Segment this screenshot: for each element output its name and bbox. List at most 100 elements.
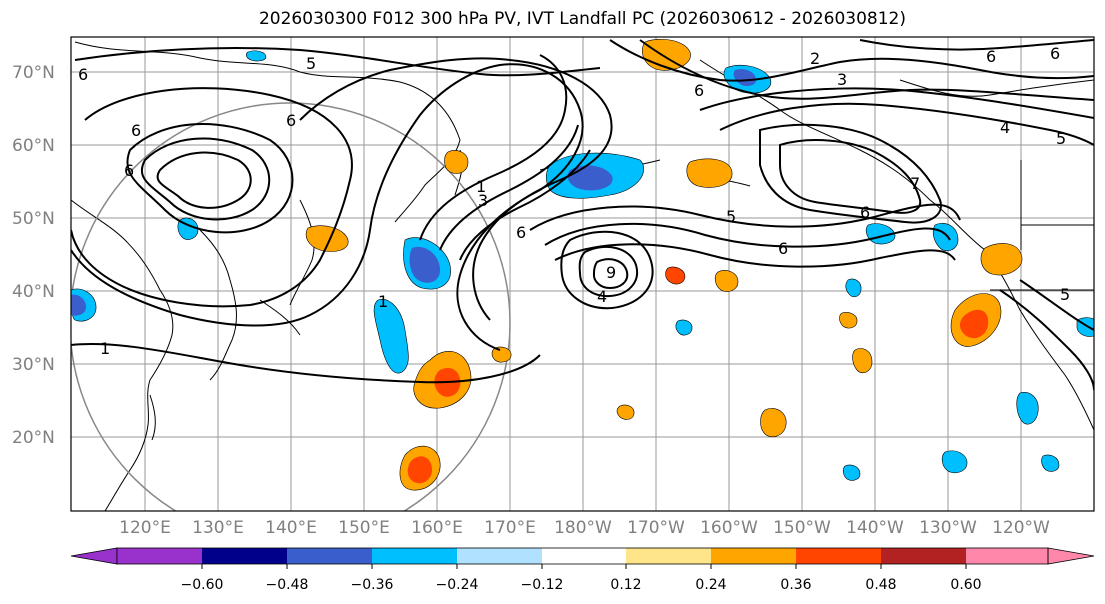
negative-anomaly-core [409,246,440,283]
lon-label: 170°E [484,518,536,538]
contour-label: 6 [1050,44,1060,63]
contour-label: 2 [810,49,820,68]
colorbar-tick-label: −0.36 [351,577,394,593]
colorbar-segment [966,548,1048,564]
positive-anomaly-patch [852,348,873,374]
pv-contours [71,39,1094,391]
lon-label: 130°W [919,518,977,538]
contour-label: 6 [286,111,296,130]
lon-label: 150°W [773,518,831,538]
contour-label: 6 [778,239,788,258]
lon-label: 120°E [119,518,171,538]
pc-shading [71,39,1094,491]
positive-anomaly-patch [839,312,858,329]
contour-label: 3 [478,191,488,210]
lon-label: 150°E [338,518,390,538]
lon-label: 160°E [411,518,463,538]
colorbar-segment [881,548,966,564]
contour-label: 3 [837,70,847,89]
negative-anomaly-patch [675,319,693,336]
lon-label: 170°W [627,518,685,538]
lat-label: 30°N [12,355,55,375]
colorbar-segment [542,548,626,564]
negative-anomaly-patch [246,50,267,62]
positive-anomaly-patch [444,150,469,174]
colorbar: −0.60 −0.48 −0.36 −0.24 −0.12 0.12 0.24 … [70,547,1095,593]
contour-label: 6 [124,161,134,180]
colorbar-tick-label: −0.24 [436,577,479,593]
colorbar-tick-label: 0.24 [695,577,726,593]
colorbar-segment [796,548,881,564]
radius-circle [71,102,511,511]
lon-label: 180°W [554,518,612,538]
positive-anomaly-patch [616,404,635,420]
positive-anomaly-core [407,456,432,484]
positive-anomaly-patch [491,346,512,363]
contour-label: 1 [100,339,110,358]
contour-label: 7 [910,174,920,193]
lon-label: 140°W [846,518,904,538]
contour-label: 6 [860,203,870,222]
contour-label: 5 [306,54,316,73]
contour-labels: 1 5 6 2 3 6 9 6 5 4 3 1 7 6 6 5 6 1 6 6 … [78,44,1070,358]
colorbar-tick-label: −0.60 [181,577,224,593]
colorbar-segment [457,548,542,564]
lat-label: 40°N [12,282,55,302]
contour-label: 6 [694,81,704,100]
negative-anomaly-patch [941,450,968,474]
colorbar-segment [626,548,711,564]
positive-anomaly-patch [686,158,733,188]
map-frame [70,36,1095,512]
colorbar-tick-label: 0.60 [950,577,981,593]
negative-anomaly-patch [842,464,861,481]
contour-label: 9 [606,263,616,282]
contour-label: 5 [1056,129,1066,148]
map-title: 2026030300 F012 300 hPa PV, IVT Landfall… [258,9,906,29]
colorbar-outline [116,547,1049,565]
positive-anomaly-core [959,309,989,339]
colorbar-tick-label: −0.12 [521,577,564,593]
positive-anomaly-patch [714,270,739,292]
colorbar-tick-label: 0.36 [780,577,811,593]
colorbar-segment [202,548,287,564]
colorbar-segment [117,548,202,564]
positive-anomaly-patch [665,266,686,285]
lon-label: 160°W [700,518,758,538]
positive-anomaly-patch [305,225,349,252]
lon-label: 140°E [265,518,317,538]
colorbar-max-extend [1047,547,1095,565]
negative-anomaly-core [71,294,86,316]
colorbar-tick-label: 0.48 [865,577,896,593]
longitude-labels: 120°E 130°E 140°E 150°E 160°E 170°E 180°… [119,518,1050,538]
colorbar-segment [711,548,796,564]
negative-anomaly-patch [373,299,409,374]
contour-label: 1 [476,177,486,196]
contour-label: 6 [986,47,996,66]
contour-label: 6 [516,223,526,242]
latitude-labels: 70°N 60°N 50°N 40°N 30°N 20°N [12,63,55,448]
colorbar-segment [372,548,457,564]
lat-label: 70°N [12,63,55,83]
negative-anomaly-patch [845,278,862,298]
lat-label: 60°N [12,136,55,156]
colorbar-min-extend [70,547,118,565]
positive-anomaly-patch [980,243,1023,276]
negative-anomaly-core [733,69,756,87]
contour-label: 4 [1000,118,1010,137]
contour-label: 4 [597,287,607,306]
negative-anomaly-patch [1016,392,1039,425]
lon-label: 130°E [192,518,244,538]
colorbar-tick-marks [201,564,967,569]
contour-label: 5 [726,207,736,226]
positive-anomaly-patch [760,408,787,437]
colorbar-tick-label: 0.12 [610,577,641,593]
contour-label: 1 [378,292,388,311]
lat-label: 50°N [12,209,55,229]
colorbar-tick-label: −0.48 [266,577,309,593]
lat-label: 20°N [12,428,55,448]
contour-label: 6 [131,121,141,140]
negative-anomaly-patch [1041,454,1060,472]
contour-label: 6 [78,65,88,84]
contour-label: 5 [1060,285,1070,304]
